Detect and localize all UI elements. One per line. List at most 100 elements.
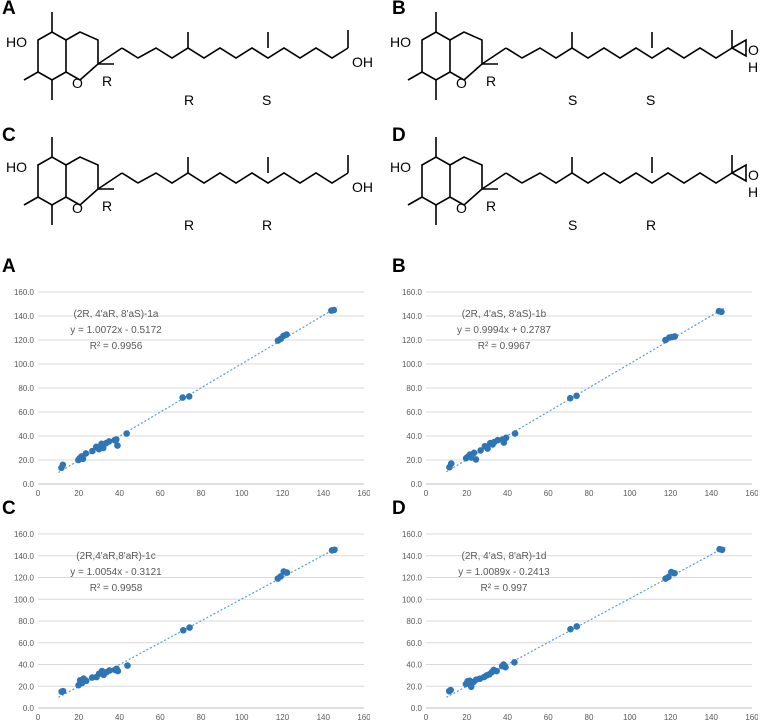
y-tick-label: 140.0 [14,312,35,321]
y-tick-label: 120.0 [402,336,423,345]
x-tick-label: 160 [357,713,370,722]
atom-label: O [72,200,83,216]
x-tick-label: 40 [115,713,124,722]
data-point [185,393,193,400]
data-point [89,447,96,455]
r-squared: R² = 0.997 [481,583,528,594]
y-tick-label: 140.0 [402,552,423,561]
data-point [114,667,122,675]
x-tick-label: 20 [74,489,83,498]
x-tick-label: 140 [705,489,719,498]
panel-label: C [2,125,16,146]
y-tick-label: 60.0 [18,408,34,417]
x-tick-label: 160 [745,489,758,498]
data-point [124,662,131,669]
atom-label: O [748,167,759,183]
x-tick-label: 0 [36,713,41,722]
x-tick-label: 40 [503,489,512,498]
x-tick-label: 40 [503,713,512,722]
data-point [447,460,455,467]
data-point [330,306,338,314]
y-tick-label: 100.0 [402,360,423,369]
stereo-label: S [646,92,655,108]
data-point [179,394,186,401]
panel-label: D [392,498,406,519]
y-tick-label: 120.0 [14,574,35,583]
panel-label: A [2,0,16,19]
regression-equation: y = 1.0089x - 0.2413 [458,567,550,578]
x-tick-label: 120 [276,489,290,498]
y-tick-label: 80.0 [18,384,34,393]
data-point [470,449,478,457]
x-tick-label: 100 [235,489,249,498]
x-tick-label: 20 [74,713,83,722]
data-point [493,667,501,675]
data-point [573,392,580,400]
x-tick-label: 80 [197,489,206,498]
y-tick-label: 120.0 [402,574,423,583]
y-tick-label: 140.0 [14,552,35,561]
x-tick-label: 80 [197,713,206,722]
x-tick-label: 160 [357,489,370,498]
y-tick-label: 80.0 [18,617,34,626]
atom-label: HO [390,34,411,50]
x-tick-label: 60 [544,489,553,498]
regression-equation: y = 1.0072x - 0.5172 [70,325,162,336]
x-tick-label: 100 [623,489,637,498]
y-tick-label: 40.0 [18,661,34,670]
regression-equation: y = 0.9994x + 0.2787 [457,325,551,336]
r-squared: R² = 0.9956 [90,341,143,352]
stereo-label: R [486,73,496,89]
x-tick-label: 140 [705,713,719,722]
structure-diagram: HO O R R R OH [6,137,373,233]
y-tick-label: 80.0 [406,617,422,626]
atom-label: O [456,200,467,216]
panel-label: A [2,256,16,277]
data-point [79,455,87,463]
stereo-label: R [262,217,272,233]
x-tick-label: 100 [623,713,637,722]
data-point [671,569,678,577]
y-tick-label: 40.0 [406,432,422,441]
data-point [283,331,290,338]
y-tick-label: 100.0 [402,595,423,604]
x-tick-label: 120 [276,713,290,722]
data-point [186,624,193,631]
scatter-chart: 0.0 20.0 40.0 60.0 80.0 100.0 120.0 140.0 160.0 0… [14,288,370,498]
structure-diagram: HO O R S R O H [390,137,759,233]
data-point [718,546,726,554]
data-point [472,456,480,463]
y-tick-label: 20.0 [406,682,422,691]
data-point [502,663,509,671]
data-point [105,438,113,445]
x-tick-label: 0 [36,489,41,498]
y-tick-label: 20.0 [18,682,34,691]
stereo-label: R [184,92,194,108]
chart-title: (2R, 4'aS, 8'aS)-1b [462,309,547,320]
y-tick-label: 20.0 [18,456,34,465]
stereo-label: S [568,92,577,108]
data-point [566,394,574,402]
x-tick-label: 0 [424,713,429,722]
x-tick-label: 40 [115,489,124,498]
data-point [502,434,510,442]
r-squared: R² = 0.9967 [478,341,531,352]
data-point [484,445,491,452]
y-tick-label: 160.0 [402,288,423,297]
y-tick-label: 160.0 [402,530,423,539]
y-tick-label: 100.0 [14,595,35,604]
y-tick-label: 140.0 [402,312,423,321]
atom-label: O [456,75,467,91]
stereo-label: S [262,92,271,108]
panel-label: D [392,125,406,146]
regression-equation: y = 1.0054x - 0.3121 [70,567,162,578]
data-point [179,626,187,634]
data-point [112,436,120,443]
y-tick-label: 80.0 [406,384,422,393]
x-tick-label: 60 [156,713,165,722]
y-tick-label: 60.0 [406,639,422,648]
data-point [447,686,454,694]
data-point [283,569,291,576]
data-point [59,687,67,695]
chart-title: (2R,4'aR,8'aR)-1c [76,551,155,562]
